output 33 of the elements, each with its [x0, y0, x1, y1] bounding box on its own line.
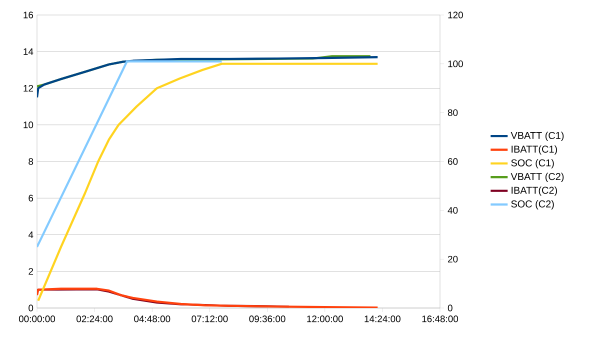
- legend-label: SOC (C2): [511, 200, 554, 210]
- y2-tick-label: 20: [448, 256, 458, 263]
- x-tick-label: 00:00:00: [18, 316, 56, 322]
- line-series: [37, 288, 379, 308]
- y-tick-label: 14: [24, 48, 34, 55]
- x-tick-label: 04:48:00: [134, 316, 170, 322]
- y2-tick-label: 60: [448, 158, 458, 165]
- y2-tick-label: 0: [448, 304, 452, 312]
- y-tick-label: 0: [28, 304, 34, 312]
- y-tick-label: 2: [28, 268, 34, 275]
- y-tick-label: 12: [24, 84, 34, 92]
- y-tick-label: 6: [28, 194, 34, 202]
- legend-label: VBATT (C2): [510, 172, 564, 182]
- legend-label: IBATT(C2): [512, 186, 557, 196]
- y2-tick-label: 120: [448, 12, 463, 18]
- y-tick-label: 10: [24, 122, 34, 128]
- x-tick-label: 14:24:00: [364, 316, 400, 322]
- line-series: [37, 62, 379, 302]
- y2-tick-label: 40: [448, 206, 458, 214]
- y2-tick-label: 100: [448, 60, 463, 68]
- legend-label: IBATT(C1): [512, 145, 557, 155]
- x-tick-label: 02:24:00: [76, 316, 113, 322]
- x-tick-label: 09:36:00: [249, 316, 286, 322]
- legend-label: SOC (C1): [511, 159, 554, 168]
- x-tick-label: 16:48:00: [422, 316, 458, 322]
- y-tick-label: 8: [28, 158, 34, 165]
- x-tick-label: 07:12:00: [192, 316, 228, 322]
- y-tick-label: 16: [24, 12, 34, 18]
- line-series: [37, 56, 379, 98]
- y-tick-label: 4: [28, 231, 34, 238]
- y2-tick-label: 80: [448, 109, 458, 116]
- x-tick-label: 12:00:00: [307, 316, 343, 322]
- legend-label: VBATT (C1): [510, 132, 564, 141]
